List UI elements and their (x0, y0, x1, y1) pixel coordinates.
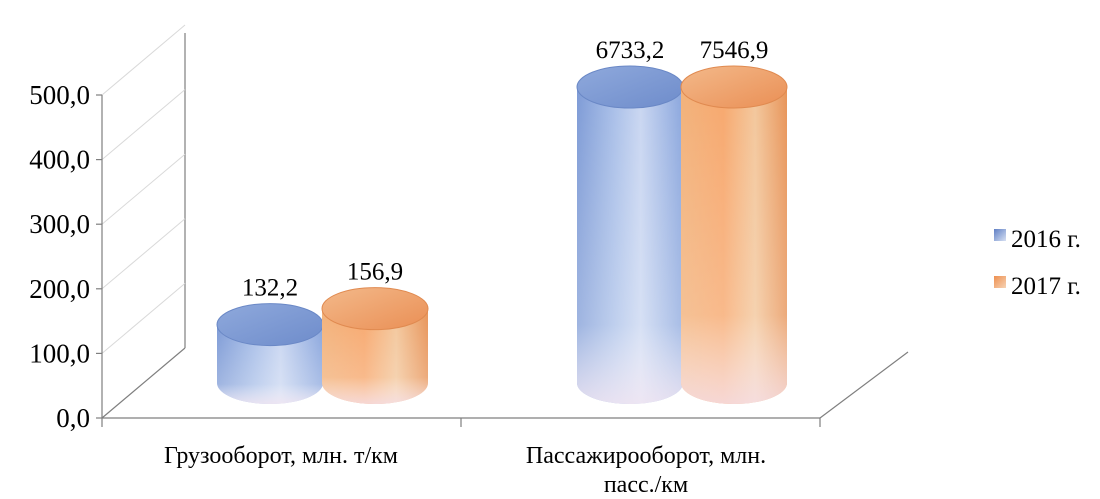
x-category-label: Пассажирооборот, млн. пасс./км (526, 443, 766, 498)
bar-cylinder: 132,2 (216, 275, 324, 404)
data-label: 132,2 (242, 275, 298, 302)
data-label: 156,9 (347, 259, 403, 286)
floor-side-edge (101, 347, 186, 419)
bar-cylinder: 156,9 (321, 259, 429, 404)
gridline (101, 89, 186, 160)
legend: 2016 г. 2017 г. (994, 226, 1081, 300)
bar-highlight (577, 87, 683, 404)
bar-top (216, 303, 324, 347)
gridline (101, 153, 186, 225)
y-tick-label: 300,0 (29, 209, 90, 239)
bar-highlight (681, 87, 787, 404)
y-axis: 0,0 100,0 200,0 300,0 400,0 500,0 (29, 80, 103, 433)
data-label: 6733,2 (596, 37, 665, 64)
gridline (101, 24, 186, 96)
legend-swatch (994, 229, 1006, 241)
bar-top (321, 287, 429, 331)
gridlines (101, 24, 186, 354)
y-tick-label: 200,0 (29, 274, 90, 304)
bar-top (576, 65, 684, 109)
bars: 132,2 156,9 6733,2 7546,9 (216, 37, 788, 404)
bar-top (680, 65, 788, 109)
bar-cylinder: 6733,2 (576, 37, 684, 404)
gridline (101, 283, 186, 354)
legend-label: 2016 г. (1011, 226, 1081, 253)
x-axis: Грузооборот, млн. т/км Пассажирооборот, м… (101, 418, 821, 498)
y-tick-label: 0,0 (56, 403, 90, 433)
legend-swatch (994, 276, 1006, 288)
bar-highlight (217, 324, 323, 404)
legend-label: 2017 г. (1011, 273, 1081, 300)
y-tick-label: 100,0 (29, 338, 90, 368)
gridline (101, 218, 186, 290)
y-tick-label: 400,0 (29, 145, 90, 175)
bar-highlight (322, 308, 428, 404)
floor-right-edge (819, 351, 909, 419)
data-label: 7546,9 (700, 37, 769, 64)
y-tick-label: 500,0 (29, 80, 90, 110)
bar-cylinder: 7546,9 (680, 37, 788, 404)
x-category-label: Грузооборот, млн. т/км (164, 443, 398, 469)
